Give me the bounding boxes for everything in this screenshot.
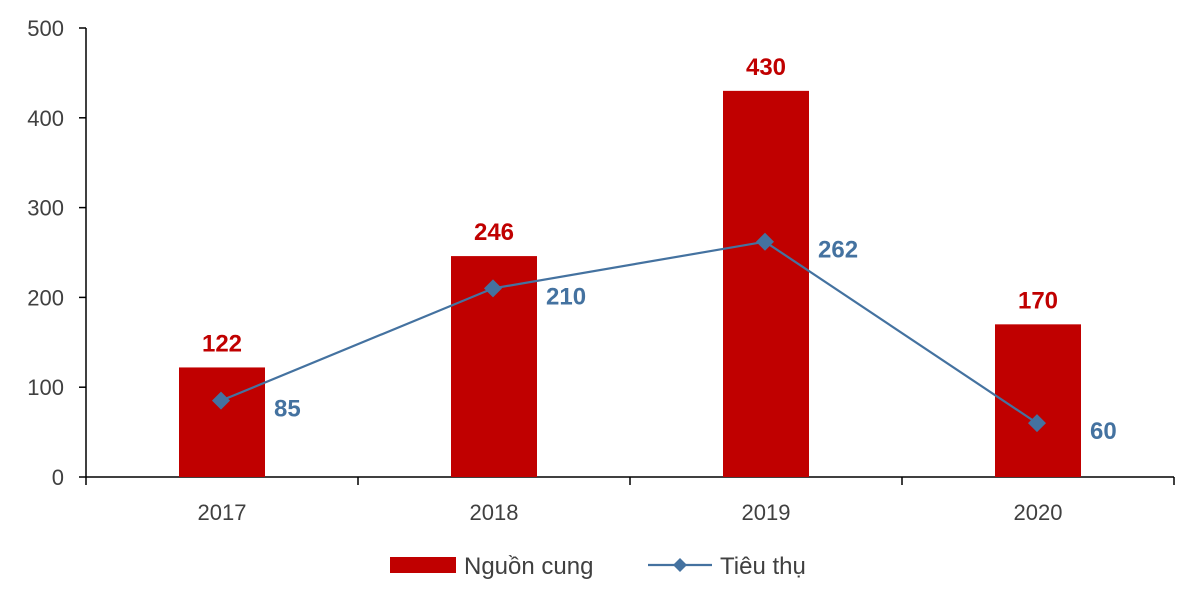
y-tick-label: 100	[27, 375, 64, 400]
bar-value-label: 122	[202, 330, 242, 357]
x-tick-label: 2019	[742, 500, 791, 525]
bar-series	[179, 90, 1081, 478]
line-value-label: 262	[818, 237, 858, 264]
y-tick-label: 300	[27, 196, 64, 221]
line-point	[1028, 414, 1046, 433]
y-tick-label: 400	[27, 106, 64, 131]
bar	[995, 324, 1081, 477]
line-series	[212, 232, 1046, 433]
bar	[723, 90, 809, 478]
data-labels: 122 246 430 170 85 210 262 60	[202, 54, 1117, 445]
x-tick-label: 2020	[1014, 500, 1063, 525]
line-value-label: 210	[546, 283, 586, 310]
line-path	[220, 240, 1038, 425]
legend-bar-swatch	[390, 557, 456, 573]
bar-value-label: 170	[1018, 287, 1058, 314]
bar-value-label: 430	[746, 54, 786, 81]
legend-label: Tiêu thụ	[720, 553, 806, 580]
x-tick-label: 2017	[198, 500, 247, 525]
x-axis: 2017 2018 2019 2020	[85, 476, 1175, 525]
bar-value-label: 246	[474, 219, 514, 246]
legend: Nguồn cung Tiêu thụ	[390, 553, 806, 580]
line-point	[484, 279, 502, 298]
y-tick-label: 200	[27, 285, 64, 310]
legend-line-marker	[673, 558, 687, 572]
y-tick-label: 0	[52, 465, 64, 490]
line-value-label: 85	[274, 396, 301, 423]
y-axis: 0 100 200 300 400 500	[27, 16, 87, 490]
y-tick-label: 500	[27, 16, 64, 41]
bar	[179, 367, 265, 477]
legend-label: Nguồn cung	[464, 553, 593, 580]
line-point	[212, 391, 230, 410]
line-value-label: 60	[1090, 418, 1117, 445]
x-tick-label: 2018	[470, 500, 519, 525]
line-point	[756, 232, 774, 251]
